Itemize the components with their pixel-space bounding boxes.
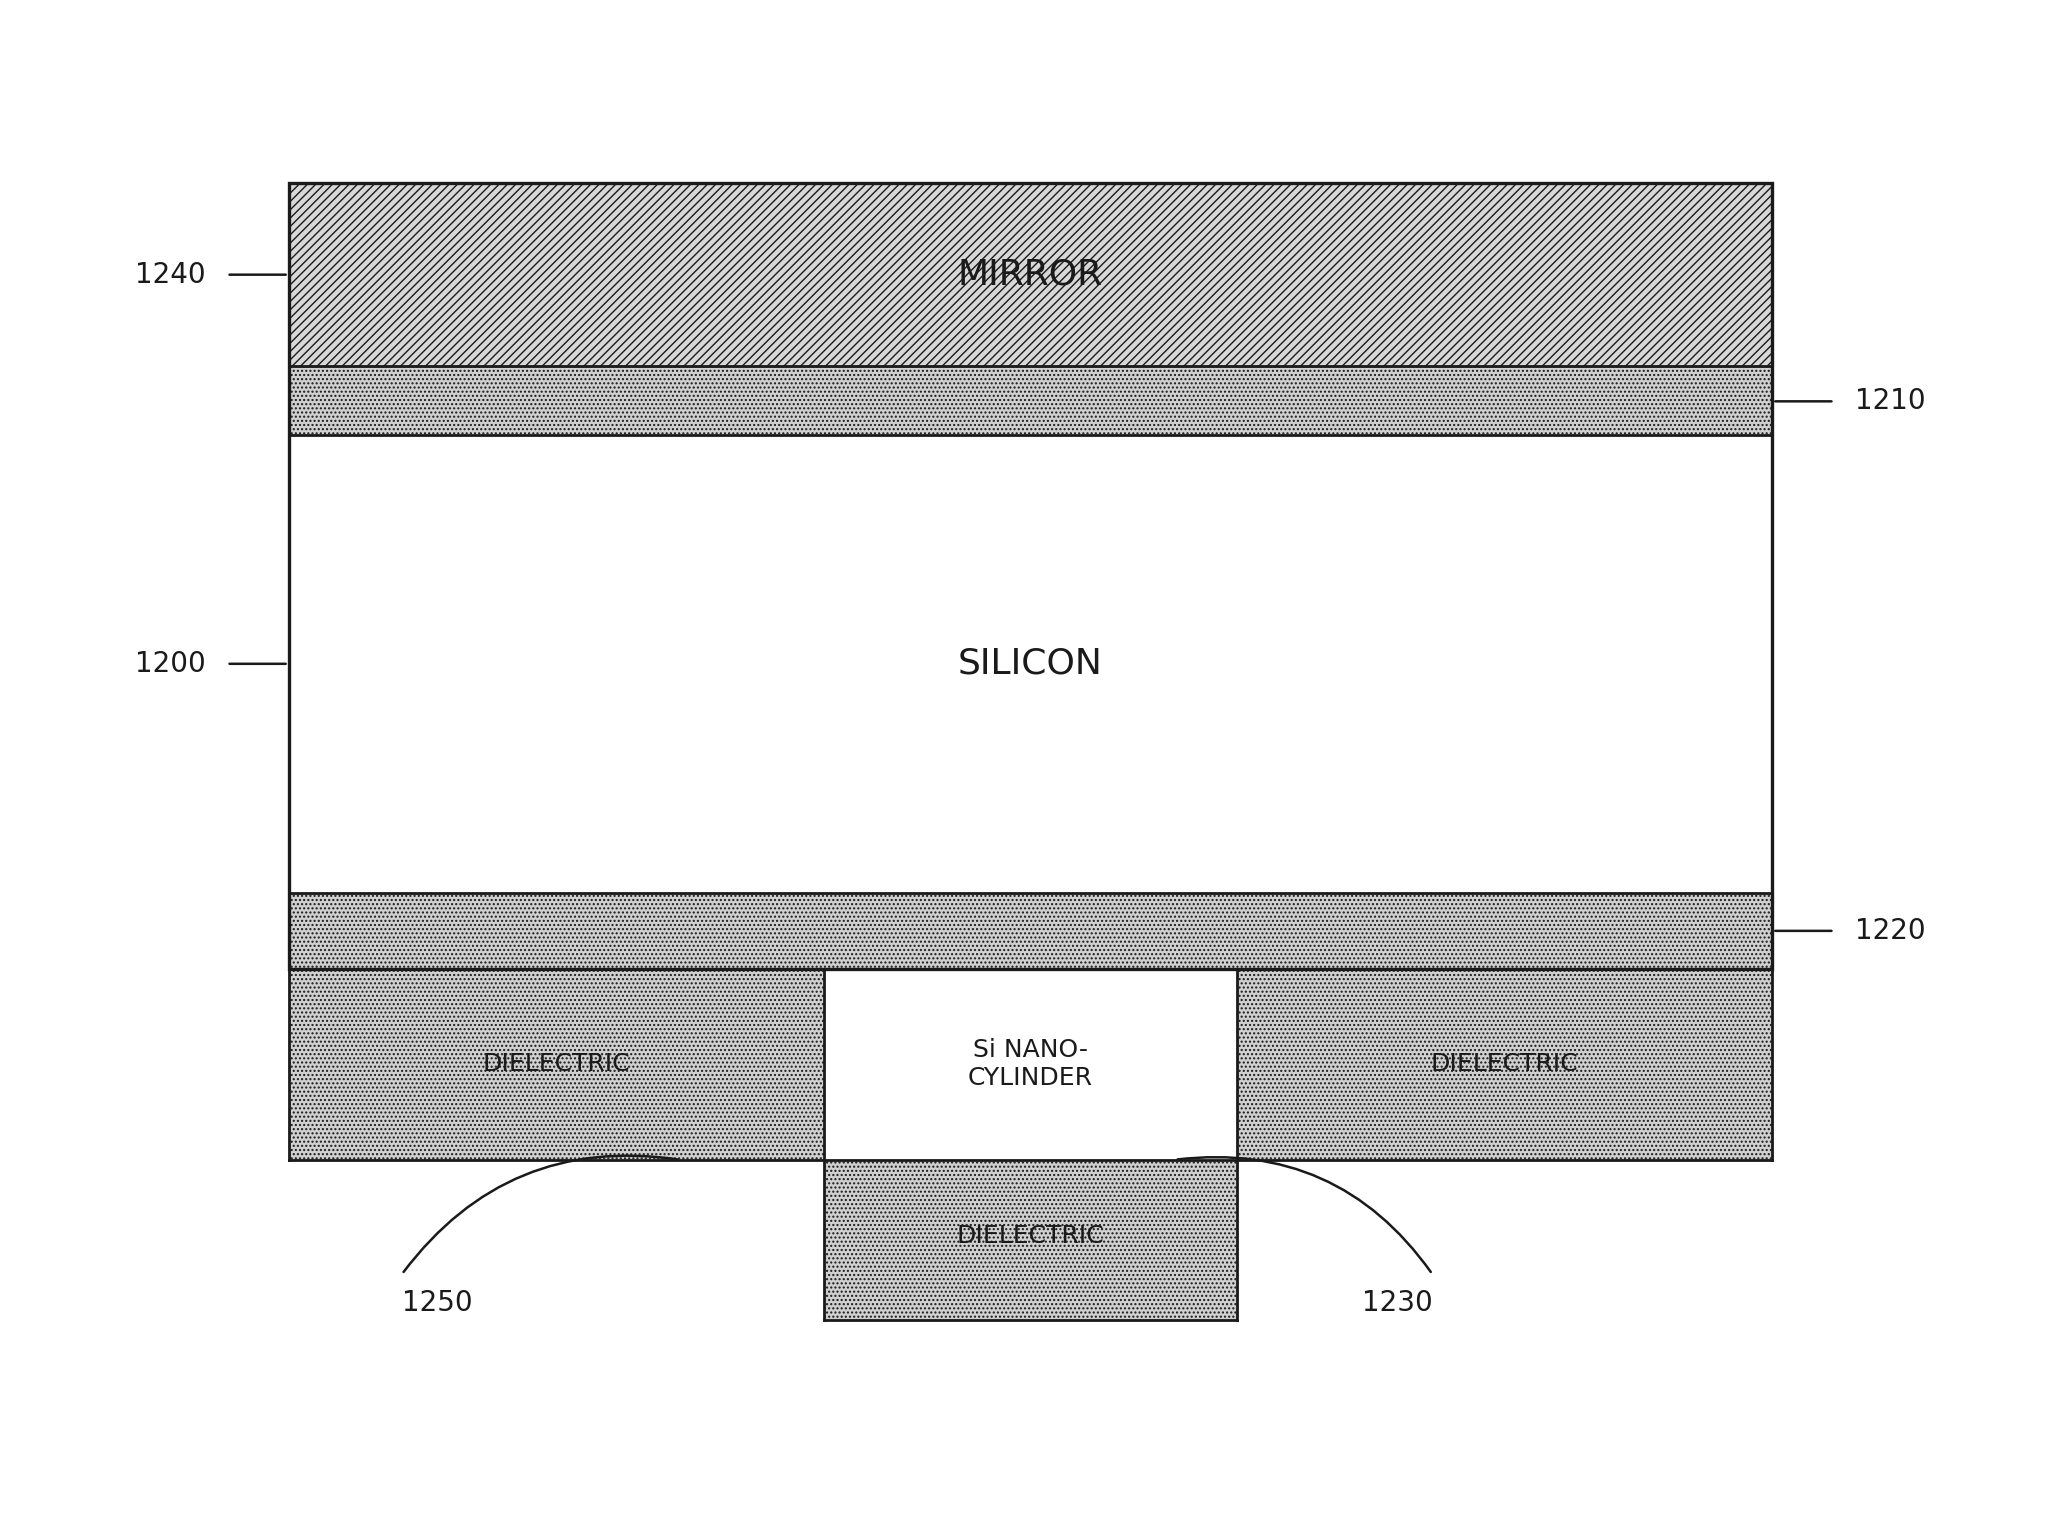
Bar: [289, 183, 1772, 366]
Bar: [289, 969, 824, 1160]
Bar: [1237, 969, 1772, 1160]
Bar: [824, 1160, 1237, 1320]
Text: DIELECTRIC: DIELECTRIC: [956, 1224, 1105, 1248]
Text: 1210: 1210: [1855, 388, 1925, 415]
Bar: [1237, 969, 1772, 1160]
Bar: [289, 893, 1772, 969]
Text: 1200: 1200: [136, 650, 206, 678]
Bar: [824, 969, 1237, 1160]
Bar: [289, 893, 1772, 969]
Bar: [289, 183, 1772, 366]
Text: MIRROR: MIRROR: [958, 258, 1103, 291]
Bar: [289, 366, 1772, 435]
Text: 1230: 1230: [1362, 1289, 1432, 1317]
Bar: [824, 1160, 1237, 1320]
Text: SILICON: SILICON: [958, 647, 1103, 681]
Bar: [289, 969, 824, 1160]
Bar: [289, 893, 1772, 969]
Text: Si NANO-
CYLINDER: Si NANO- CYLINDER: [969, 1039, 1092, 1090]
Bar: [289, 435, 1772, 893]
Bar: [289, 183, 1772, 969]
Text: DIELECTRIC: DIELECTRIC: [1430, 1053, 1579, 1076]
Bar: [824, 969, 1237, 1160]
Bar: [824, 1160, 1237, 1320]
Text: 1240: 1240: [136, 261, 206, 288]
Bar: [289, 183, 1772, 366]
Bar: [289, 366, 1772, 435]
Bar: [289, 435, 1772, 893]
Text: 1250: 1250: [402, 1289, 472, 1317]
Bar: [1237, 969, 1772, 1160]
Bar: [289, 969, 824, 1160]
Text: DIELECTRIC: DIELECTRIC: [482, 1053, 631, 1076]
Text: 1220: 1220: [1855, 917, 1925, 945]
Bar: [289, 366, 1772, 435]
